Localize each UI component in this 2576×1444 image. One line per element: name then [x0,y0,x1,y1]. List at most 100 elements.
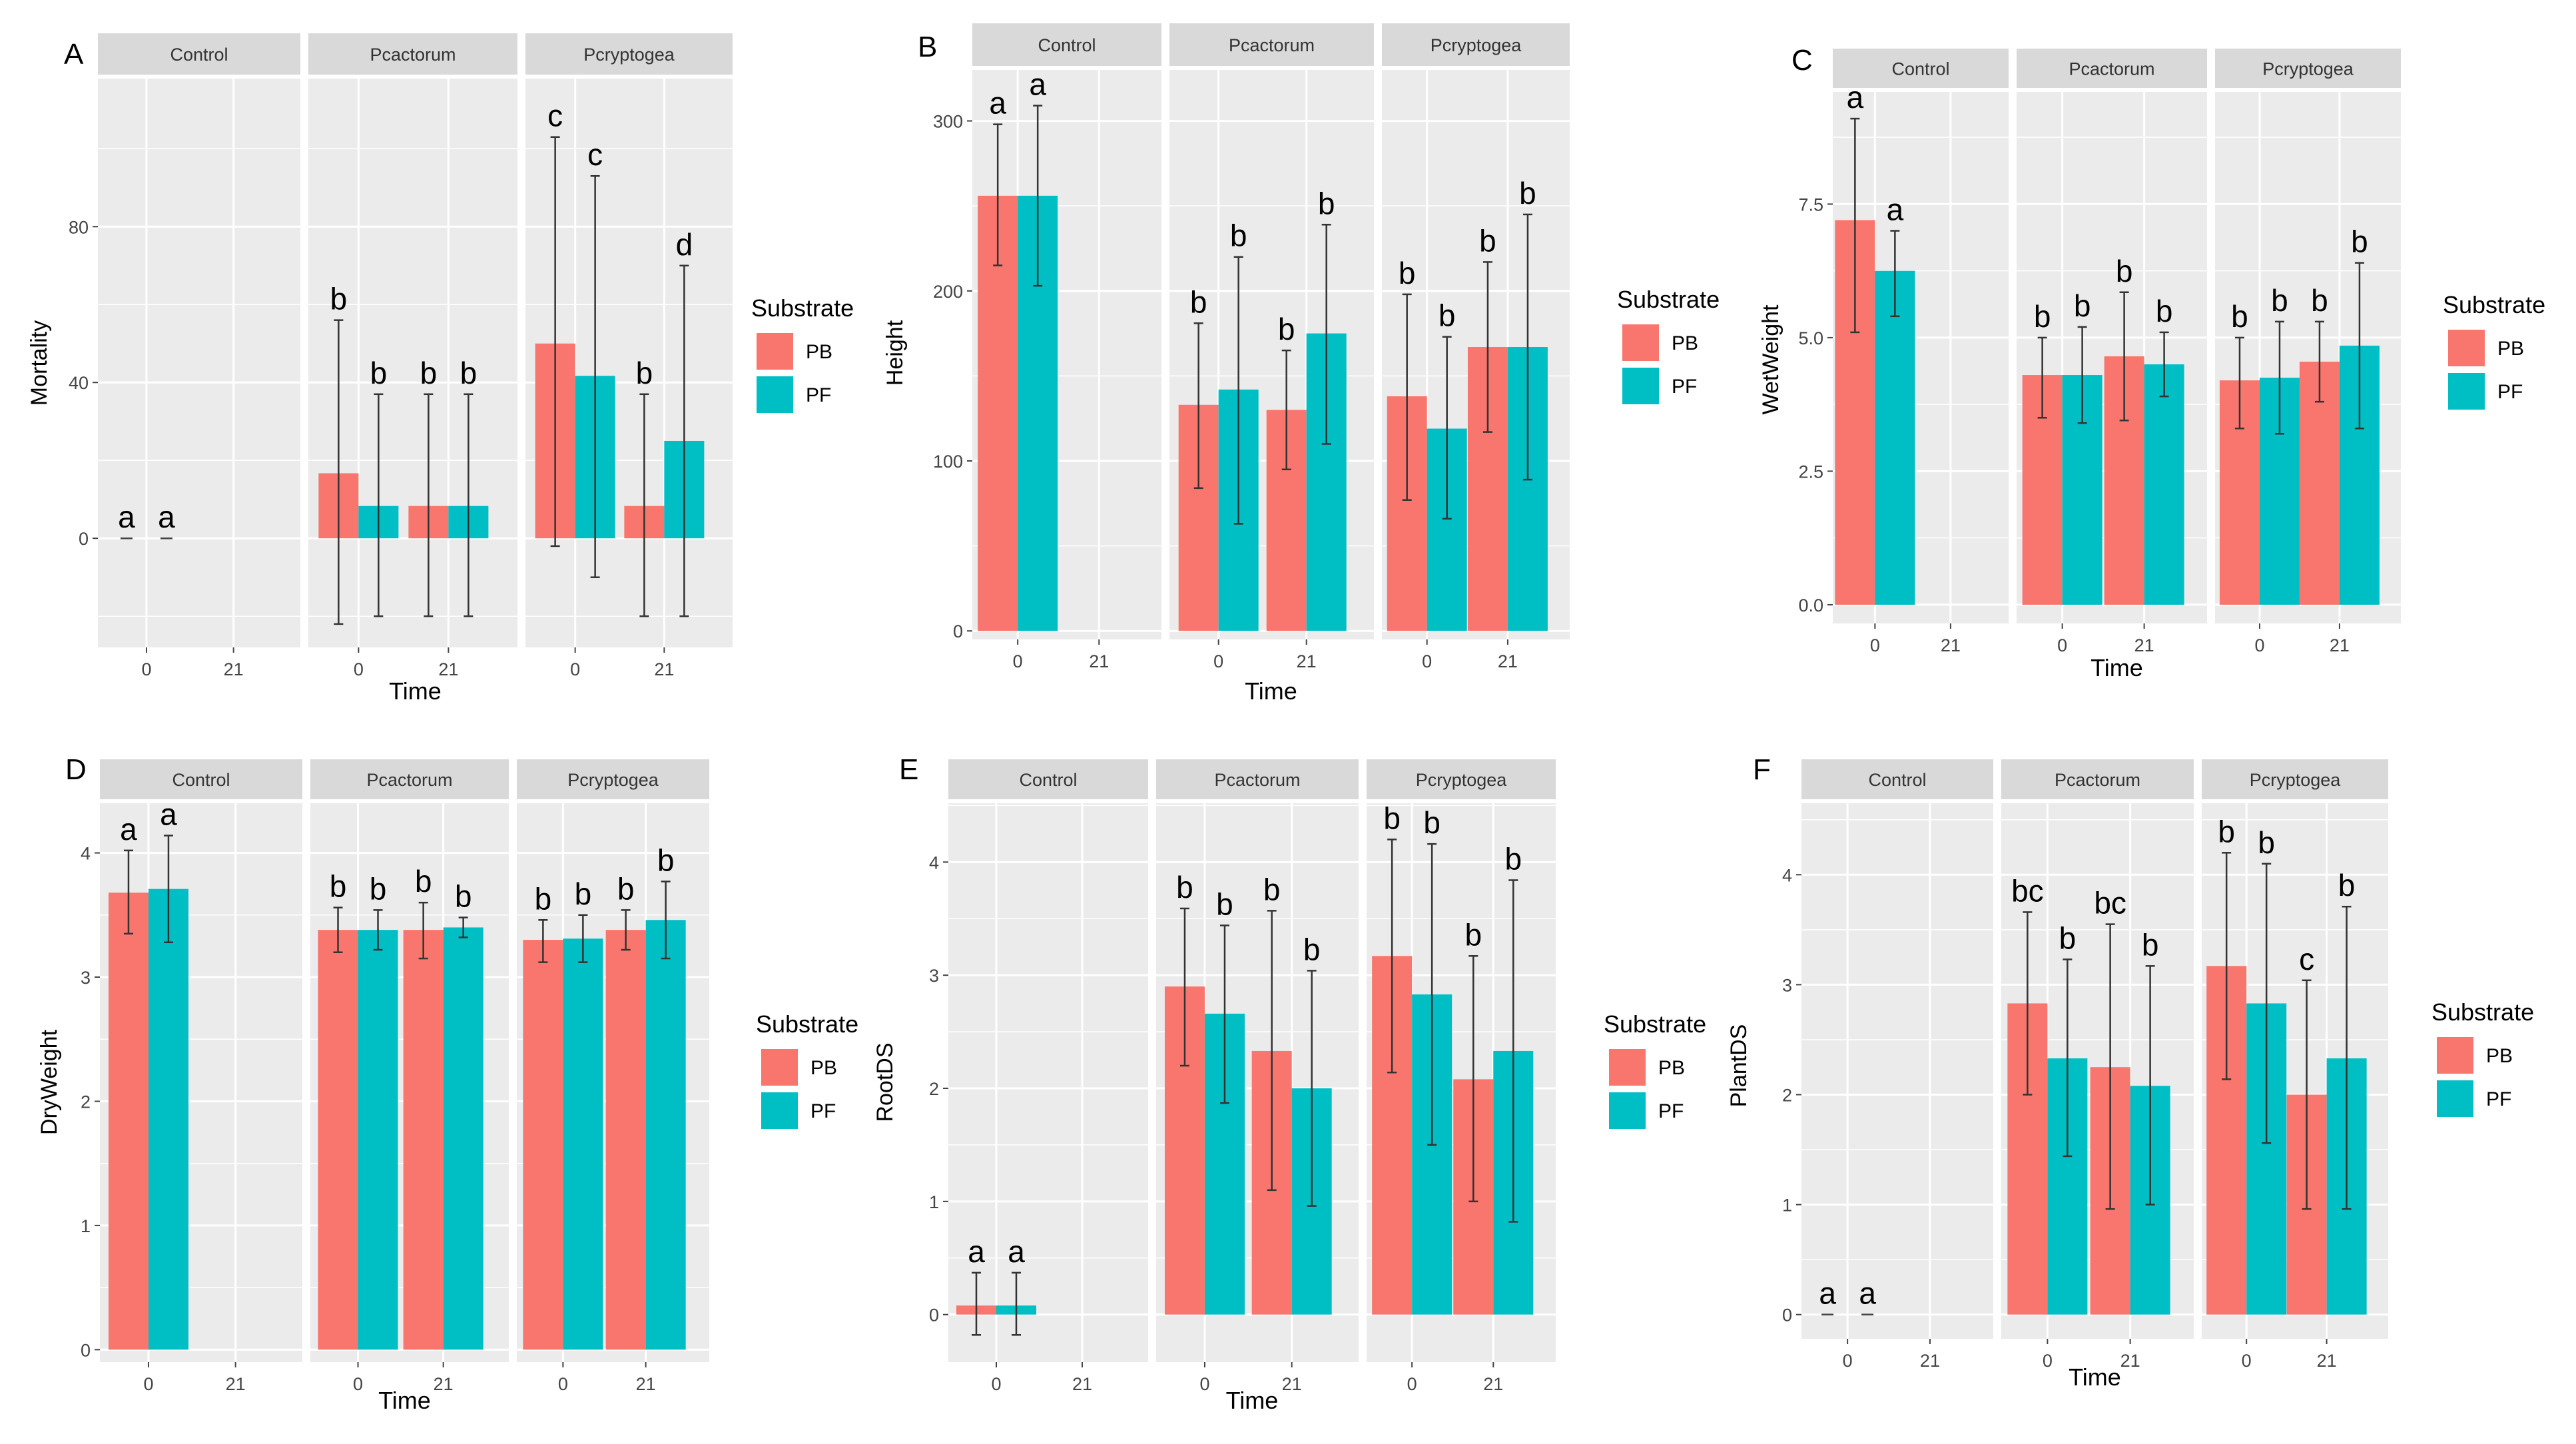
facet-strip-label: Pcactorum [366,770,452,790]
facet-control: Control 0 21 0 1 2 3 4 a a [81,759,302,1394]
facet-strip-label: Pcryptogea [1431,35,1522,55]
significance-label: a [158,500,175,534]
facet-control: Control 0 21 0 1 2 3 4 a a [929,759,1148,1394]
significance-label: a [1029,67,1046,102]
y-tick-label: 4 [81,844,91,864]
x-axis-label: Time [389,677,442,705]
y-tick-label: 0 [79,529,89,549]
x-axis-label: Time [378,1387,431,1414]
facet-strip [308,33,517,75]
facet-strip-label: Pcactorum [1229,35,1315,55]
x-tick-label: 0 [2242,1351,2252,1371]
legend-swatch-pf [2437,1080,2473,1117]
facet-strip-label: Control [1868,770,1926,790]
bar-pf [358,930,398,1350]
legend-title: Substrate [1617,286,1720,313]
panel-letter: E [899,753,918,786]
bar-pf [563,938,603,1350]
legend-swatch-pb [1609,1049,1646,1086]
y-axis-label: Height [882,320,908,386]
legend-swatch-pb [1622,324,1659,361]
bar-pf [645,920,686,1350]
chart-panel-d: D DryWeight Control 0 21 0 1 2 3 4 a a Pcactorum 0 21 b… [37,753,858,1414]
x-tick-label: 0 [141,659,151,679]
significance-label: b [1504,841,1522,876]
y-tick-label: 1 [929,1192,939,1212]
y-tick-label: 1 [81,1216,91,1236]
legend-title: Substrate [2443,291,2545,318]
y-tick-label: 4 [1782,865,1792,885]
significance-label: b [370,871,387,906]
y-tick-label: 0 [953,621,963,641]
significance-label: b [575,877,592,911]
significance-label: a [968,1234,985,1269]
y-tick-label: 2.5 [1798,462,1823,482]
bar-pb [978,195,1018,631]
y-axis-label: Mortality [27,320,52,406]
legend-label-pb: PB [2497,338,2524,360]
significance-label: b [617,871,635,906]
legend-title: Substrate [751,294,854,322]
x-tick-label: 21 [1089,651,1109,671]
significance-label: a [989,86,1006,121]
bar-pb [403,930,444,1350]
legend-swatch-pb [761,1049,798,1086]
y-tick-label: 3 [929,966,939,986]
x-tick-label: 21 [1072,1374,1092,1394]
facet-strip-label: Control [172,770,230,790]
facet-strip-label: Pcactorum [370,45,456,65]
significance-label: b [1318,186,1335,220]
facet-strip [1169,23,1374,66]
significance-label: b [1190,284,1207,319]
x-tick-label: 0 [1422,651,1432,671]
significance-label: b [1176,870,1193,904]
facet-strip [1156,759,1359,799]
significance-label: a [118,500,135,534]
significance-label: b [415,864,432,899]
significance-label: b [2059,920,2077,955]
facet-pcryptogea: Pcryptogea 0 21 cc b d [525,33,733,679]
legend: Substrate PB PF [756,1010,858,1129]
significance-label: a [1859,1276,1876,1311]
significance-label: b [460,356,478,390]
significance-label: bc [2011,873,2044,908]
significance-label: a [1819,1276,1836,1311]
x-tick-label: 0 [1870,635,1880,655]
significance-label: b [2034,299,2051,334]
facet-strip [972,23,1161,66]
significance-label: b [1230,218,1247,253]
facet-strip [98,33,300,75]
y-tick-label: 80 [69,217,89,237]
x-tick-label: 21 [2120,1351,2140,1371]
legend-label-pf: PF [806,384,831,406]
x-tick-label: 21 [224,659,244,679]
significance-label: b [1399,256,1416,290]
bar-pb [523,940,563,1350]
significance-label: b [1464,917,1482,952]
facet-strip-label: Pcryptogea [2250,770,2342,790]
x-axis-label: Time [2091,654,2143,681]
legend-swatch-pf [1609,1092,1646,1129]
significance-label: a [120,812,137,847]
significance-label: a [1847,80,1864,115]
significance-label: b [2156,294,2173,328]
significance-label: b [1278,312,1295,346]
x-tick-label: 21 [2317,1351,2337,1371]
y-tick-label: 2 [929,1079,939,1099]
x-tick-label: 0 [1199,1374,1209,1394]
significance-label: bc [2094,886,2126,920]
y-tick-label: 0 [1782,1305,1792,1325]
legend-label-pf: PF [1672,376,1697,398]
legend-label-pb: PB [1658,1057,1685,1079]
y-tick-label: 200 [933,282,963,302]
facet-strip-label: Pcryptogea [2262,59,2354,79]
x-tick-label: 0 [2057,635,2067,655]
x-tick-label: 0 [1843,1351,1853,1371]
significance-label: b [2218,814,2235,849]
